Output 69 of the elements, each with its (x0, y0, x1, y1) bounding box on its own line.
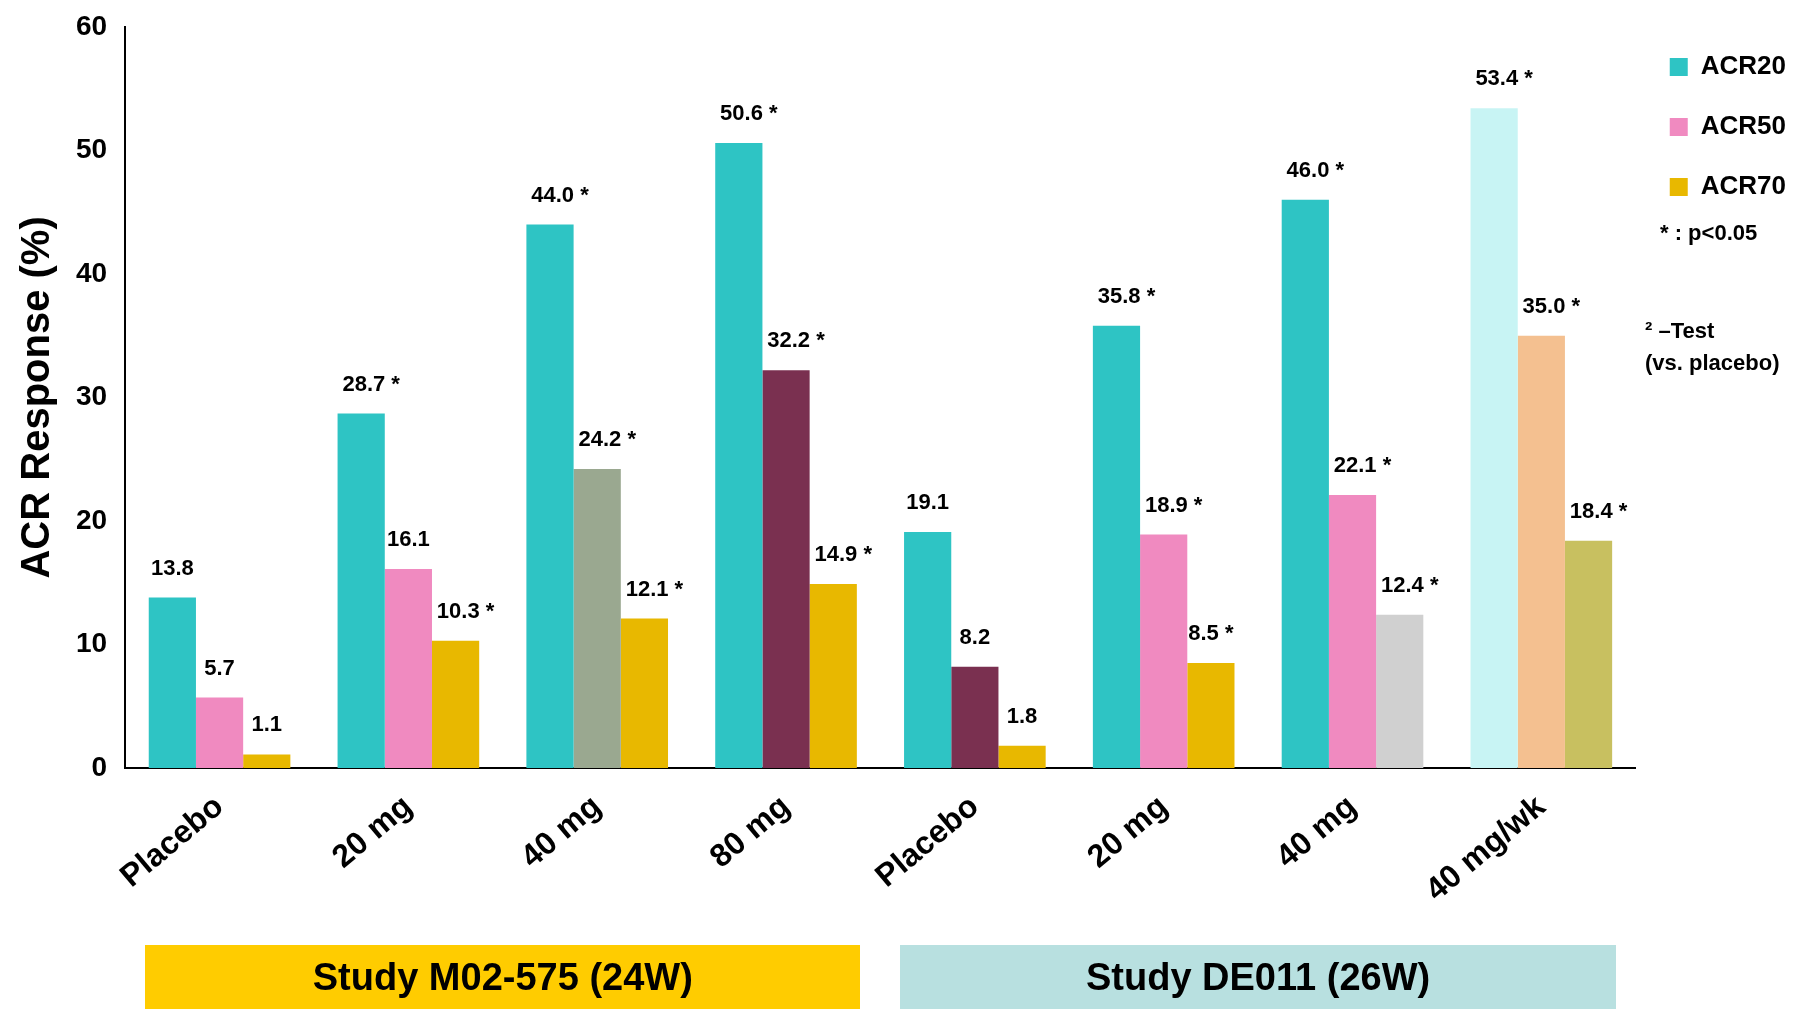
data-label: 12.4 * (1380, 571, 1439, 597)
data-label: 53.4 * (1475, 65, 1534, 91)
y-tick-label: 30 (75, 380, 108, 412)
data-label: 18.9 * (1144, 491, 1203, 517)
y-tick-label: 20 (75, 503, 108, 535)
y-tick-label: 40 (75, 256, 108, 288)
data-label: 14.9 * (814, 540, 873, 566)
data-label: 46.0 * (1286, 156, 1345, 182)
data-label: 35.8 * (1097, 282, 1156, 308)
bar (620, 618, 669, 768)
data-label: 19.1 (906, 489, 950, 515)
bar (1092, 325, 1141, 768)
data-label: 13.8 (150, 554, 194, 580)
legend-label: ACR70 (1700, 170, 1786, 201)
data-label: 18.4 * (1569, 497, 1628, 523)
y-tick-label: 10 (75, 627, 108, 659)
bar (1564, 540, 1613, 768)
x-tick-label: 40 mg (1268, 787, 1363, 875)
legend-label: ACR50 (1700, 110, 1786, 141)
legend-label: ACR20 (1700, 50, 1786, 81)
data-label: 1.8 (1006, 702, 1038, 728)
data-label: 10.3 * (436, 597, 495, 623)
text: (vs. placebo) (1645, 350, 1780, 376)
data-label: 50.6 * (720, 99, 779, 125)
y-axis-title: ACR Response (%) (13, 216, 58, 579)
y-tick-label: 0 (91, 750, 108, 782)
data-label: 32.2 * (767, 327, 826, 353)
study-label-box: Study M02-575 (24W) (145, 945, 861, 1009)
bar (195, 697, 244, 768)
x-tick-label: 20 mg (324, 787, 419, 875)
data-label: 22.1 * (1333, 452, 1392, 478)
data-label: 24.2 * (578, 426, 637, 452)
bar (431, 640, 480, 768)
y-tick-label: 50 (75, 133, 108, 165)
bar (1470, 108, 1518, 768)
x-tick-label: 40 mg (513, 787, 608, 875)
data-label: 5.7 (204, 654, 235, 680)
bar (1328, 494, 1377, 768)
bar (1517, 335, 1565, 768)
data-label: 28.7 * (342, 370, 401, 396)
x-tick-label: 20 mg (1079, 787, 1174, 875)
study-label-box: Study DE011 (26W) (900, 945, 1616, 1009)
bar (1187, 662, 1235, 768)
data-label: 1.1 (251, 711, 283, 737)
bar (809, 583, 857, 768)
data-label: 35.0 * (1522, 292, 1581, 318)
data-label: 8.5 * (1188, 620, 1234, 646)
text: ² –Test (1645, 318, 1715, 344)
x-tick-label: 80 mg (702, 787, 797, 875)
y-tick-label: 60 (75, 9, 108, 41)
bar (904, 532, 952, 768)
bar (384, 569, 432, 768)
data-label: 8.2 (959, 623, 991, 649)
data-label: 16.1 (386, 526, 430, 552)
bar (1140, 534, 1188, 768)
bar (573, 469, 621, 768)
bar (148, 597, 196, 768)
bar (998, 745, 1046, 768)
bar (337, 413, 385, 768)
bar (526, 224, 574, 768)
bar (762, 370, 810, 768)
bar (951, 666, 999, 768)
bar (243, 754, 291, 768)
text: * : p<0.05 (1660, 220, 1758, 246)
bar (1376, 614, 1424, 768)
bar (715, 142, 763, 768)
data-label: 12.1 * (625, 575, 684, 601)
data-label: 44.0 * (531, 181, 590, 207)
bar (1281, 199, 1329, 768)
